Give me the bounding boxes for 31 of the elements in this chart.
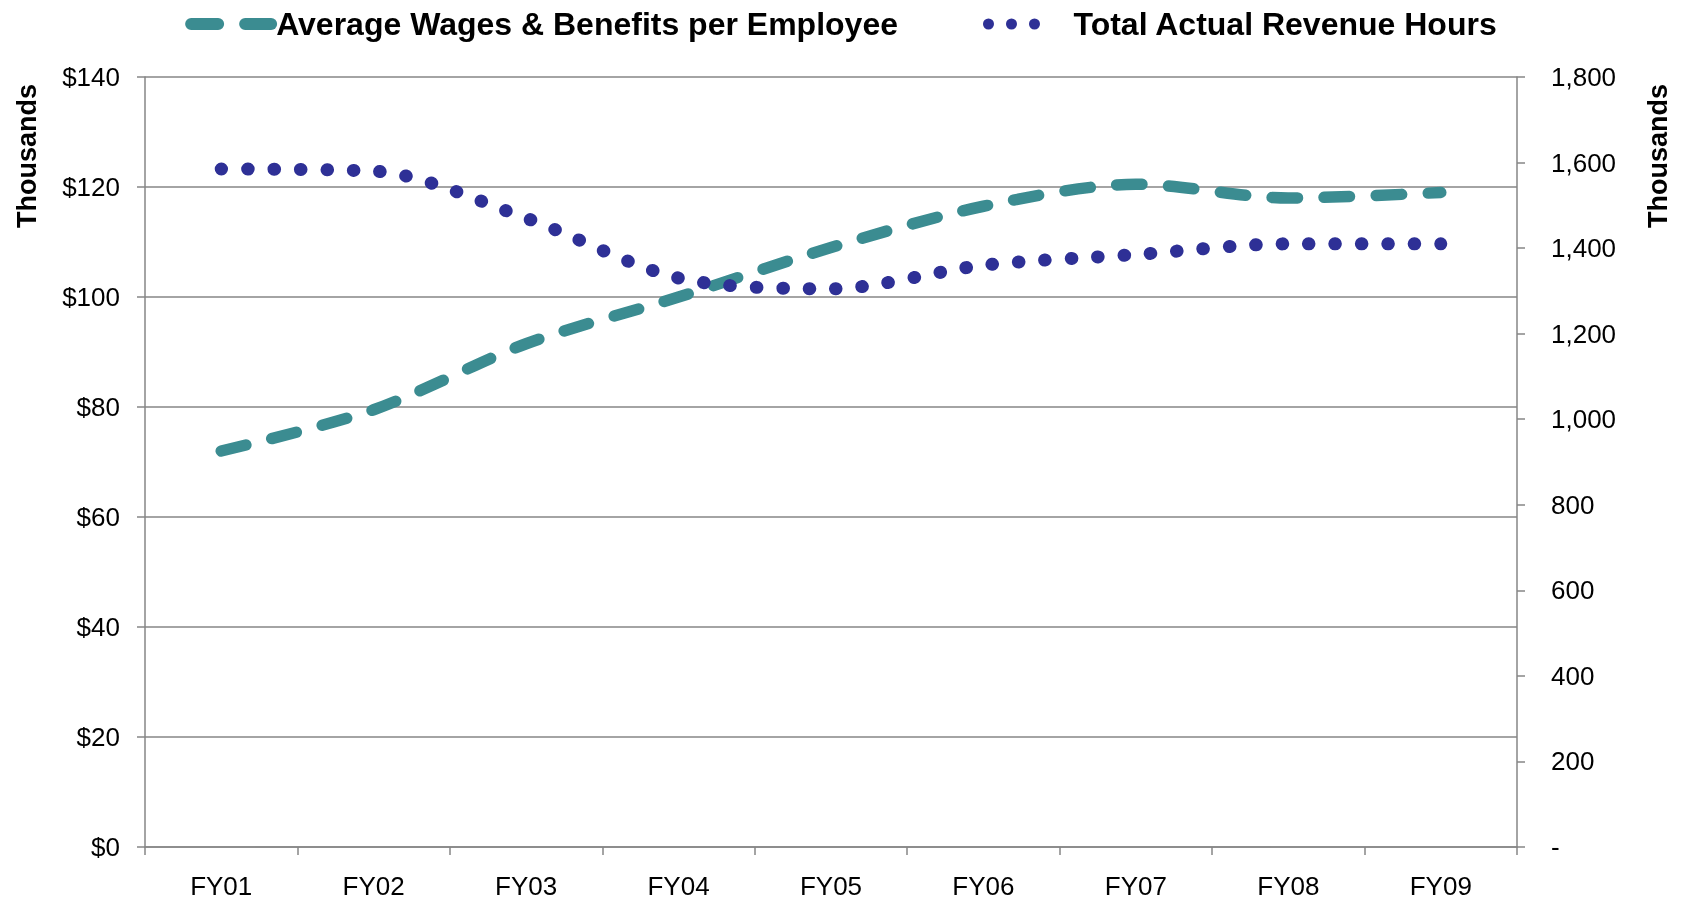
legend-label: Average Wages & Benefits per Employee xyxy=(276,6,898,42)
y2-tick-label: - xyxy=(1551,832,1560,862)
y2-tick-label: 1,200 xyxy=(1551,318,1617,349)
x-tick-label: FY04 xyxy=(647,871,710,900)
y2-tick-label: 200 xyxy=(1551,746,1595,777)
y2-tick-label: 400 xyxy=(1551,660,1595,691)
y-axis-title: Thousands xyxy=(12,83,42,229)
x-tick-label: FY01 xyxy=(190,871,253,900)
y-tick-label: $60 xyxy=(76,502,120,532)
y-tick-label: $40 xyxy=(76,612,120,642)
y2-tick-label: 1,600 xyxy=(1551,147,1617,178)
legend-label: Total Actual Revenue Hours xyxy=(1073,6,1497,42)
y2-axis-title: Thousands xyxy=(1643,83,1673,229)
y-tick-label: $0 xyxy=(91,832,120,862)
y-tick-label: $80 xyxy=(76,392,120,422)
y2-tick-label: 1,800 xyxy=(1551,62,1617,92)
y2-tick-label: 800 xyxy=(1551,489,1595,520)
y2-tick-label: 1,000 xyxy=(1551,404,1617,435)
x-tick-label: FY02 xyxy=(342,871,405,900)
x-tick-label: FY05 xyxy=(799,871,863,900)
x-tick-label: FY07 xyxy=(1104,871,1167,900)
y-tick-label: $120 xyxy=(62,172,120,202)
y-tick-label: $100 xyxy=(62,282,120,312)
x-tick-label: FY09 xyxy=(1409,871,1472,900)
y2-tick-label: 1,400 xyxy=(1551,233,1617,264)
x-tick-label: FY08 xyxy=(1257,871,1320,900)
y-tick-label: $20 xyxy=(76,722,120,752)
x-tick-label: FY03 xyxy=(495,871,558,900)
y2-tick-label: 600 xyxy=(1551,575,1595,606)
y-tick-label: $140 xyxy=(62,62,120,92)
x-tick-label: FY06 xyxy=(952,871,1015,900)
